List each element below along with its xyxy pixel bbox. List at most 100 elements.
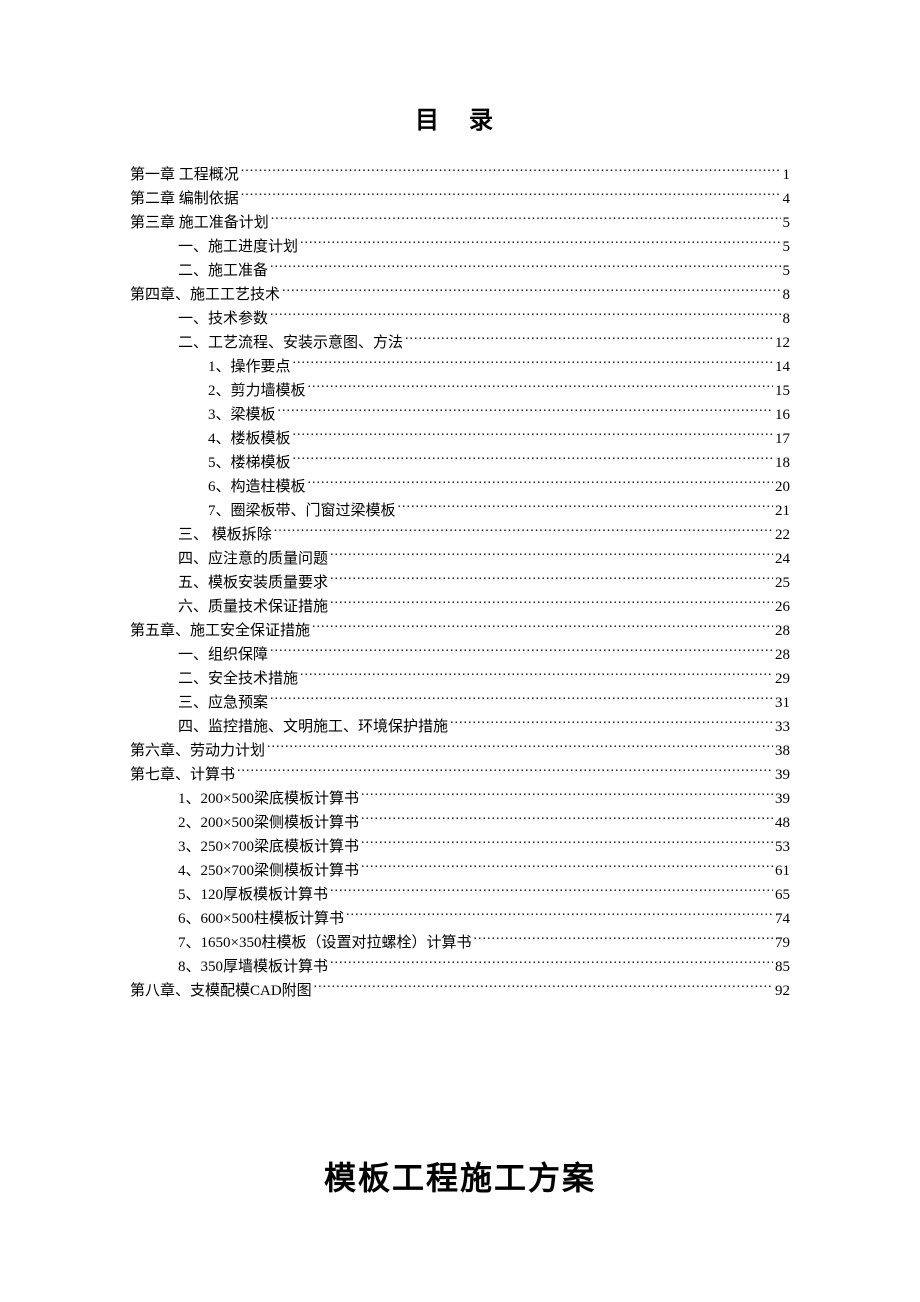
toc-leader-dots xyxy=(361,860,773,875)
toc-leader-dots xyxy=(270,260,780,275)
toc-leader-dots xyxy=(300,236,780,251)
toc-entry: 四、监控措施、文明施工、环境保护措施 33 xyxy=(130,715,790,739)
toc-entry: 7、圈梁板带、门窗过梁模板21 xyxy=(130,499,790,523)
toc-entry-page: 17 xyxy=(775,427,790,451)
toc-entry-page: 28 xyxy=(775,643,790,667)
toc-leader-dots xyxy=(270,692,773,707)
toc-leader-dots xyxy=(330,572,773,587)
toc-entry-label: 一、技术参数 xyxy=(178,307,268,331)
toc-entry: 一、施工进度计划5 xyxy=(130,235,790,259)
toc-entry: 第三章 施工准备计划5 xyxy=(130,211,790,235)
toc-entry-page: 31 xyxy=(775,691,790,715)
toc-entry: 1、200×500梁底模板计算书39 xyxy=(130,787,790,811)
toc-entry: 第六章、劳动力计划38 xyxy=(130,739,790,763)
toc-title: 目 录 xyxy=(130,100,790,135)
toc-entry-page: 24 xyxy=(775,547,790,571)
toc-entry: 6、构造柱模板20 xyxy=(130,475,790,499)
toc-leader-dots xyxy=(312,620,773,635)
toc-entry-page: 28 xyxy=(775,619,790,643)
toc-entry: 第四章、施工工艺技术8 xyxy=(130,283,790,307)
toc-entry-label: 6、600×500柱模板计算书 xyxy=(178,907,344,931)
toc-entry: 5、120厚板模板计算书65 xyxy=(130,883,790,907)
toc-entry-label: 六、质量技术保证措施 xyxy=(178,595,328,619)
toc-entry-label: 第二章 编制依据 xyxy=(130,187,239,211)
toc-entry-label: 二、施工准备 xyxy=(178,259,268,283)
toc-entry-label: 2、200×500梁侧模板计算书 xyxy=(178,811,359,835)
toc-entry-label: 第八章、支模配模CAD附图 xyxy=(130,979,312,1003)
toc-entry: 第二章 编制依据 4 xyxy=(130,187,790,211)
toc-entry-page: 33 xyxy=(775,715,790,739)
toc-entry-page: 25 xyxy=(775,571,790,595)
toc-entry-label: 第六章、劳动力计划 xyxy=(130,739,265,763)
toc-entry-label: 二、工艺流程、安装示意图、方法 xyxy=(178,331,403,355)
toc-entry-label: 第七章、计算书 xyxy=(130,763,235,787)
table-of-contents: 第一章 工程概况1第二章 编制依据4第三章 施工准备计划5一、施工进度计划5二、… xyxy=(130,163,790,1003)
toc-entry: 一、技术参数8 xyxy=(130,307,790,331)
toc-leader-dots xyxy=(361,812,773,827)
toc-entry-label: 4、楼板模板 xyxy=(208,427,291,451)
toc-leader-dots xyxy=(267,740,773,755)
toc-entry-label: 四、监控措施、文明施工、环境保护措施 xyxy=(178,715,448,739)
toc-entry-page: 8 xyxy=(783,283,791,307)
toc-entry-page: 15 xyxy=(775,379,790,403)
toc-entry: 六、质量技术保证措施 26 xyxy=(130,595,790,619)
toc-entry: 3、250×700梁底模板计算书 53 xyxy=(130,835,790,859)
toc-entry: 第一章 工程概况 1 xyxy=(130,163,790,187)
toc-entry: 二、施工准备5 xyxy=(130,259,790,283)
toc-leader-dots xyxy=(330,548,773,563)
toc-entry-label: 7、1650×350柱模板（设置对拉螺栓）计算书 xyxy=(178,931,471,955)
toc-entry-page: 26 xyxy=(775,595,790,619)
toc-entry-page: 74 xyxy=(775,907,790,931)
toc-entry-label: 7、圈梁板带、门窗过梁模板 xyxy=(208,499,396,523)
toc-leader-dots xyxy=(293,452,773,467)
toc-entry-page: 39 xyxy=(775,787,790,811)
toc-entry-page: 18 xyxy=(775,451,790,475)
toc-leader-dots xyxy=(271,212,781,227)
toc-leader-dots xyxy=(274,524,773,539)
toc-entry-page: 53 xyxy=(775,835,790,859)
toc-entry-page: 1 xyxy=(783,163,791,187)
toc-entry: 第五章、施工安全保证措施28 xyxy=(130,619,790,643)
toc-entry-label: 二、安全技术措施 xyxy=(178,667,298,691)
toc-entry: 1、操作要点14 xyxy=(130,355,790,379)
toc-leader-dots xyxy=(314,980,773,995)
document-title: 模板工程施工方案 xyxy=(130,1153,790,1199)
toc-entry-label: 一、组织保障 xyxy=(178,643,268,667)
toc-leader-dots xyxy=(293,428,773,443)
toc-entry: 三、应急预案 31 xyxy=(130,691,790,715)
toc-leader-dots xyxy=(282,284,780,299)
toc-entry-label: 3、250×700梁底模板计算书 xyxy=(178,835,359,859)
toc-entry-label: 5、120厚板模板计算书 xyxy=(178,883,328,907)
toc-leader-dots xyxy=(241,164,781,179)
toc-entry: 五、模板安装质量要求25 xyxy=(130,571,790,595)
toc-entry-label: 3、梁模板 xyxy=(208,403,276,427)
toc-entry-label: 四、应注意的质量问题 xyxy=(178,547,328,571)
toc-leader-dots xyxy=(270,308,780,323)
toc-entry-page: 16 xyxy=(775,403,790,427)
toc-entry-label: 第一章 工程概况 xyxy=(130,163,239,187)
toc-entry-label: 三、 模板拆除 xyxy=(178,523,272,547)
toc-entry: 7、1650×350柱模板（设置对拉螺栓）计算书79 xyxy=(130,931,790,955)
toc-leader-dots xyxy=(330,956,773,971)
toc-leader-dots xyxy=(346,908,773,923)
toc-entry: 5、楼梯模板18 xyxy=(130,451,790,475)
toc-leader-dots xyxy=(473,932,773,947)
toc-leader-dots xyxy=(330,596,773,611)
toc-entry-page: 12 xyxy=(775,331,790,355)
toc-entry-label: 4、250×700梁侧模板计算书 xyxy=(178,859,359,883)
toc-entry: 8、350厚墙模板计算书85 xyxy=(130,955,790,979)
toc-entry-label: 8、350厚墙模板计算书 xyxy=(178,955,328,979)
toc-entry-page: 5 xyxy=(783,211,791,235)
toc-entry: 2、200×500梁侧模板计算书48 xyxy=(130,811,790,835)
toc-leader-dots xyxy=(237,764,773,779)
toc-leader-dots xyxy=(278,404,773,419)
toc-entry: 三、 模板拆除22 xyxy=(130,523,790,547)
toc-entry-label: 一、施工进度计划 xyxy=(178,235,298,259)
toc-leader-dots xyxy=(330,884,773,899)
toc-leader-dots xyxy=(308,380,773,395)
toc-entry-label: 三、应急预案 xyxy=(178,691,268,715)
toc-entry-label: 6、构造柱模板 xyxy=(208,475,306,499)
toc-entry: 四、应注意的质量问题 24 xyxy=(130,547,790,571)
toc-leader-dots xyxy=(270,644,773,659)
toc-entry-page: 4 xyxy=(783,187,791,211)
